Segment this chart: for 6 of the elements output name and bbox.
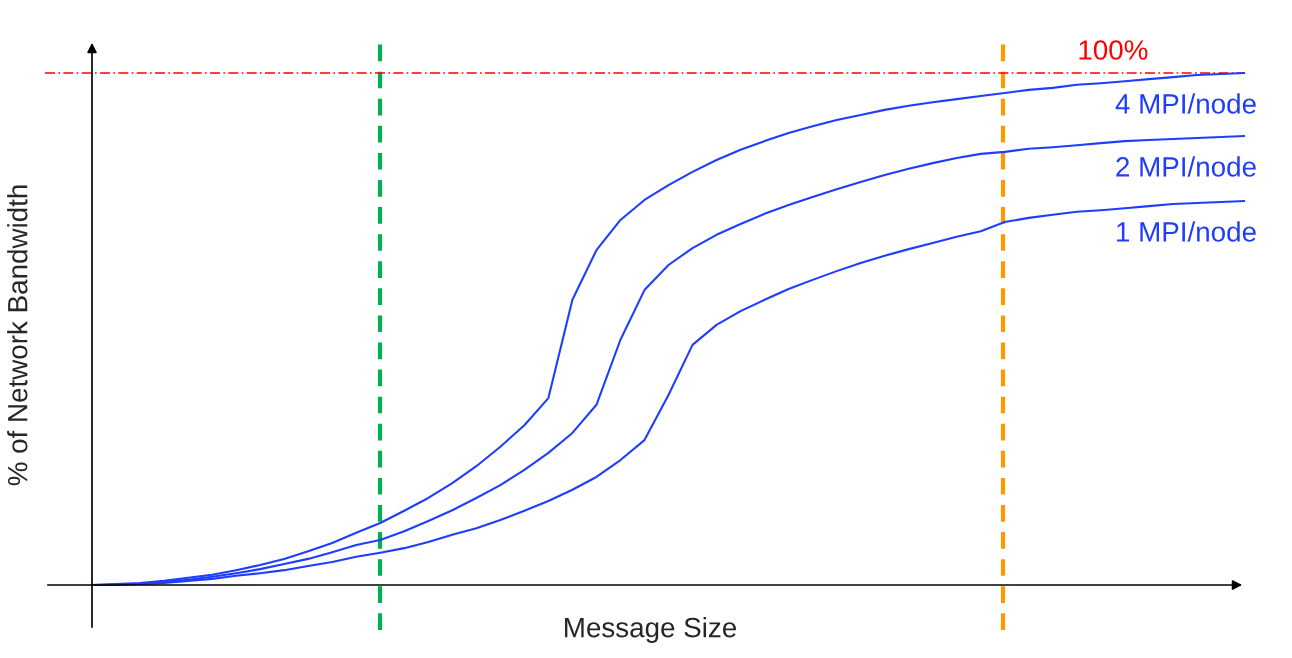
y-axis-title: % of Network Bandwidth (7, 185, 28, 486)
series-label: 1 MPI/node (1117, 221, 1256, 242)
series-label: 2 MPI/node (1116, 156, 1256, 177)
series-label: 4 MPI/node (1115, 93, 1256, 114)
x-axis-title: Message Size (565, 617, 736, 643)
ref-line-label: 100% (1079, 40, 1148, 60)
